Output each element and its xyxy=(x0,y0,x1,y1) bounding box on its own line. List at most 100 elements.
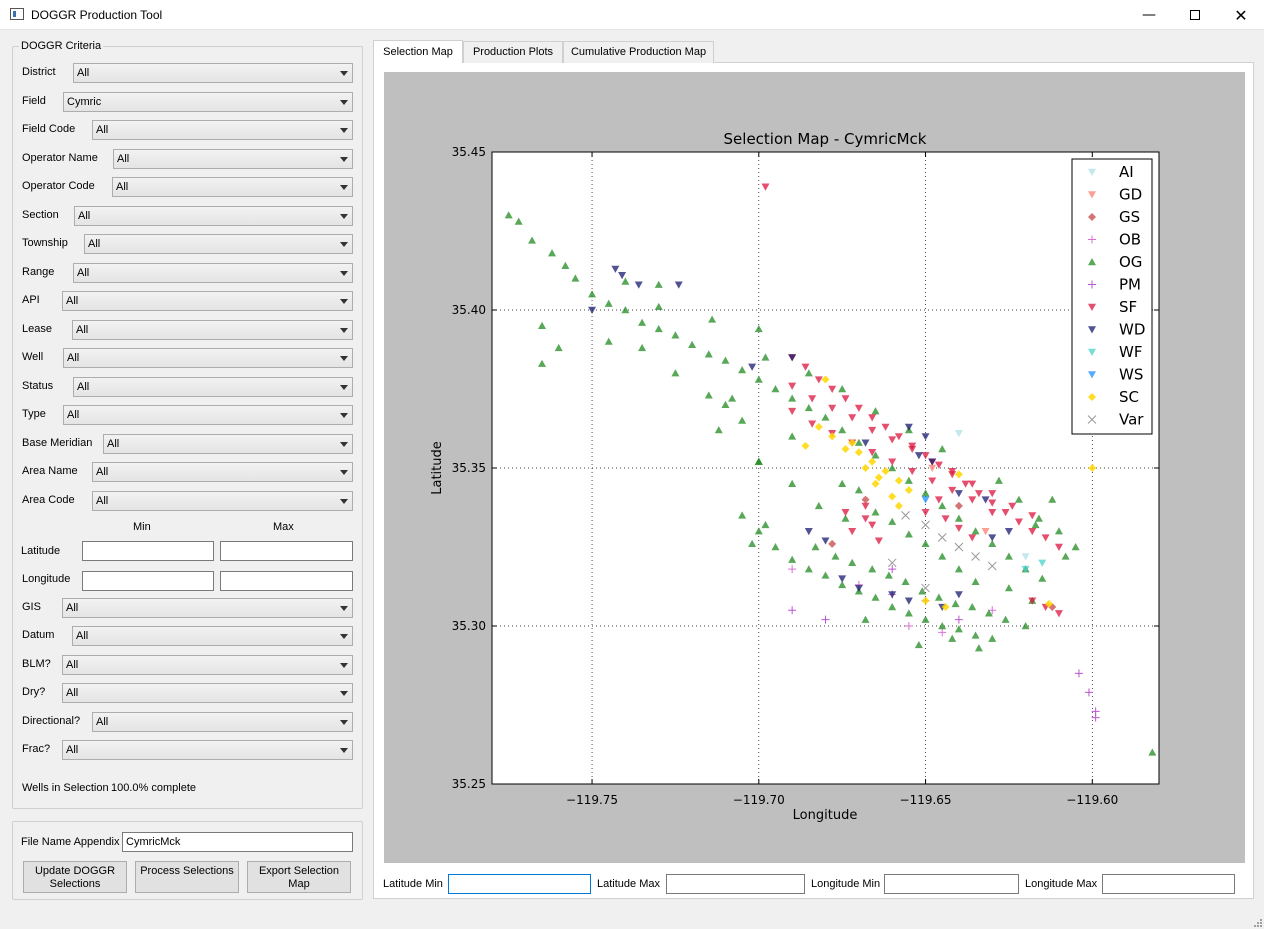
point-var xyxy=(971,552,980,561)
point-sf xyxy=(841,395,850,403)
point-sf xyxy=(921,452,930,460)
point-ob xyxy=(988,606,997,615)
tab-production-plots[interactable]: Production Plots xyxy=(463,41,563,63)
point-og xyxy=(788,394,797,402)
criteria-combo-4[interactable]: All xyxy=(112,177,353,197)
combo-value: All xyxy=(66,295,79,307)
export-selection-map-button[interactable]: Export Selection Map xyxy=(247,861,351,893)
legend-label: WD xyxy=(1119,321,1145,339)
tab-cumulative-production-map[interactable]: Cumulative Production Map xyxy=(563,41,714,63)
criteria-combo-14[interactable]: All xyxy=(92,462,353,482)
point-sc xyxy=(921,596,930,605)
point-og xyxy=(854,438,863,446)
criteria-combo-5[interactable]: All xyxy=(74,206,353,226)
chevron-down-icon xyxy=(340,185,348,190)
chevron-down-icon xyxy=(340,128,348,133)
minimize-button[interactable]: — xyxy=(1126,0,1172,30)
criteria-combo-9[interactable]: All xyxy=(72,320,353,340)
latitude-max-input[interactable] xyxy=(220,541,353,561)
criteria2-combo-2[interactable]: All xyxy=(62,655,353,675)
point-og xyxy=(1004,552,1013,560)
point-pm xyxy=(888,565,897,574)
point-sf xyxy=(988,509,997,517)
criteria2-combo-4[interactable]: All xyxy=(92,712,353,732)
criteria-combo-3[interactable]: All xyxy=(113,149,353,169)
point-sc xyxy=(874,473,883,482)
point-sf xyxy=(854,404,863,412)
point-pm xyxy=(954,615,963,624)
chart-title: Selection Map - CymricMck xyxy=(724,130,927,148)
point-og xyxy=(654,324,663,333)
point-wd xyxy=(981,496,990,504)
point-og xyxy=(554,343,563,352)
criteria2-label-5: Frac? xyxy=(22,743,51,755)
maximize-button[interactable] xyxy=(1172,0,1218,30)
point-og xyxy=(714,426,723,434)
point-wd xyxy=(788,354,797,362)
point-og xyxy=(814,501,823,510)
criteria-combo-8[interactable]: All xyxy=(62,291,353,311)
bottom-longitude-min-input[interactable] xyxy=(884,874,1019,894)
combo-value: All xyxy=(76,630,89,642)
criteria-combo-11[interactable]: All xyxy=(73,377,353,397)
point-og xyxy=(788,555,797,563)
criteria-combo-2[interactable]: All xyxy=(92,120,353,140)
criteria-combo-0[interactable]: All xyxy=(73,63,353,83)
point-og xyxy=(968,603,977,611)
criteria2-label-0: GIS xyxy=(22,601,41,613)
criteria2-combo-1[interactable]: All xyxy=(72,626,353,646)
longitude-min-input[interactable] xyxy=(82,571,214,591)
x-tick-label: −119.70 xyxy=(733,793,785,807)
combo-value: All xyxy=(96,716,109,728)
point-sf xyxy=(988,490,997,498)
criteria-combo-12[interactable]: All xyxy=(63,405,353,425)
point-og xyxy=(621,306,630,314)
criteria-combo-10[interactable]: All xyxy=(63,348,353,368)
point-sc xyxy=(941,603,950,612)
combo-value: All xyxy=(66,687,79,699)
process-selections-button[interactable]: Process Selections xyxy=(135,861,239,893)
point-og xyxy=(1061,552,1070,560)
criteria-combo-15[interactable]: All xyxy=(92,491,353,511)
file-name-label: File Name Appendix xyxy=(21,836,120,848)
criteria-combo-1[interactable]: Cymric xyxy=(63,92,353,112)
update-doggr-button[interactable]: Update DOGGR Selections xyxy=(23,861,127,893)
criteria-label-3: Operator Name xyxy=(22,152,98,164)
criteria-combo-6[interactable]: All xyxy=(84,234,353,254)
point-sc xyxy=(894,476,903,485)
point-og xyxy=(954,625,963,633)
criteria2-label-1: Datum xyxy=(22,629,55,641)
criteria-combo-7[interactable]: All xyxy=(73,263,353,283)
point-wd xyxy=(611,265,620,273)
close-button[interactable]: ✕ xyxy=(1218,0,1264,30)
longitude-max-input[interactable] xyxy=(220,571,353,591)
app-icon xyxy=(10,8,24,20)
point-og xyxy=(854,486,863,494)
bottom-longitude-max-input[interactable] xyxy=(1102,874,1235,894)
criteria2-combo-3[interactable]: All xyxy=(62,683,353,703)
point-wd xyxy=(674,281,683,289)
resize-grip-icon[interactable] xyxy=(1252,917,1262,927)
wells-progress-text: 100.0% complete xyxy=(111,782,196,794)
file-name-input[interactable] xyxy=(122,832,353,852)
criteria2-combo-5[interactable]: All xyxy=(62,740,353,760)
bottom-latitude-min-input[interactable] xyxy=(448,874,591,894)
criteria-combo-13[interactable]: All xyxy=(103,434,353,454)
legend-marker-gd xyxy=(1088,191,1096,199)
point-sf xyxy=(868,521,877,529)
chevron-down-icon xyxy=(340,720,348,725)
point-og xyxy=(1021,622,1030,630)
combo-value: Cymric xyxy=(67,96,102,108)
criteria2-combo-0[interactable]: All xyxy=(62,598,353,618)
criteria-label-10: Well xyxy=(22,351,44,363)
tab-selection-map[interactable]: Selection Map xyxy=(373,40,463,63)
legend-label: GD xyxy=(1119,186,1142,204)
point-sc xyxy=(854,448,863,457)
wells-in-selection-label: Wells in Selection xyxy=(22,782,109,794)
point-og xyxy=(871,407,880,415)
selection-map-chart[interactable]: −119.75 −119.70 −119.65 −119.60 35.45 35.40 35… xyxy=(384,72,1245,863)
combo-value: All xyxy=(96,495,109,507)
bottom-latitude-max-input[interactable] xyxy=(666,874,805,894)
legend-label: SC xyxy=(1119,388,1139,406)
latitude-min-input[interactable] xyxy=(82,541,214,561)
